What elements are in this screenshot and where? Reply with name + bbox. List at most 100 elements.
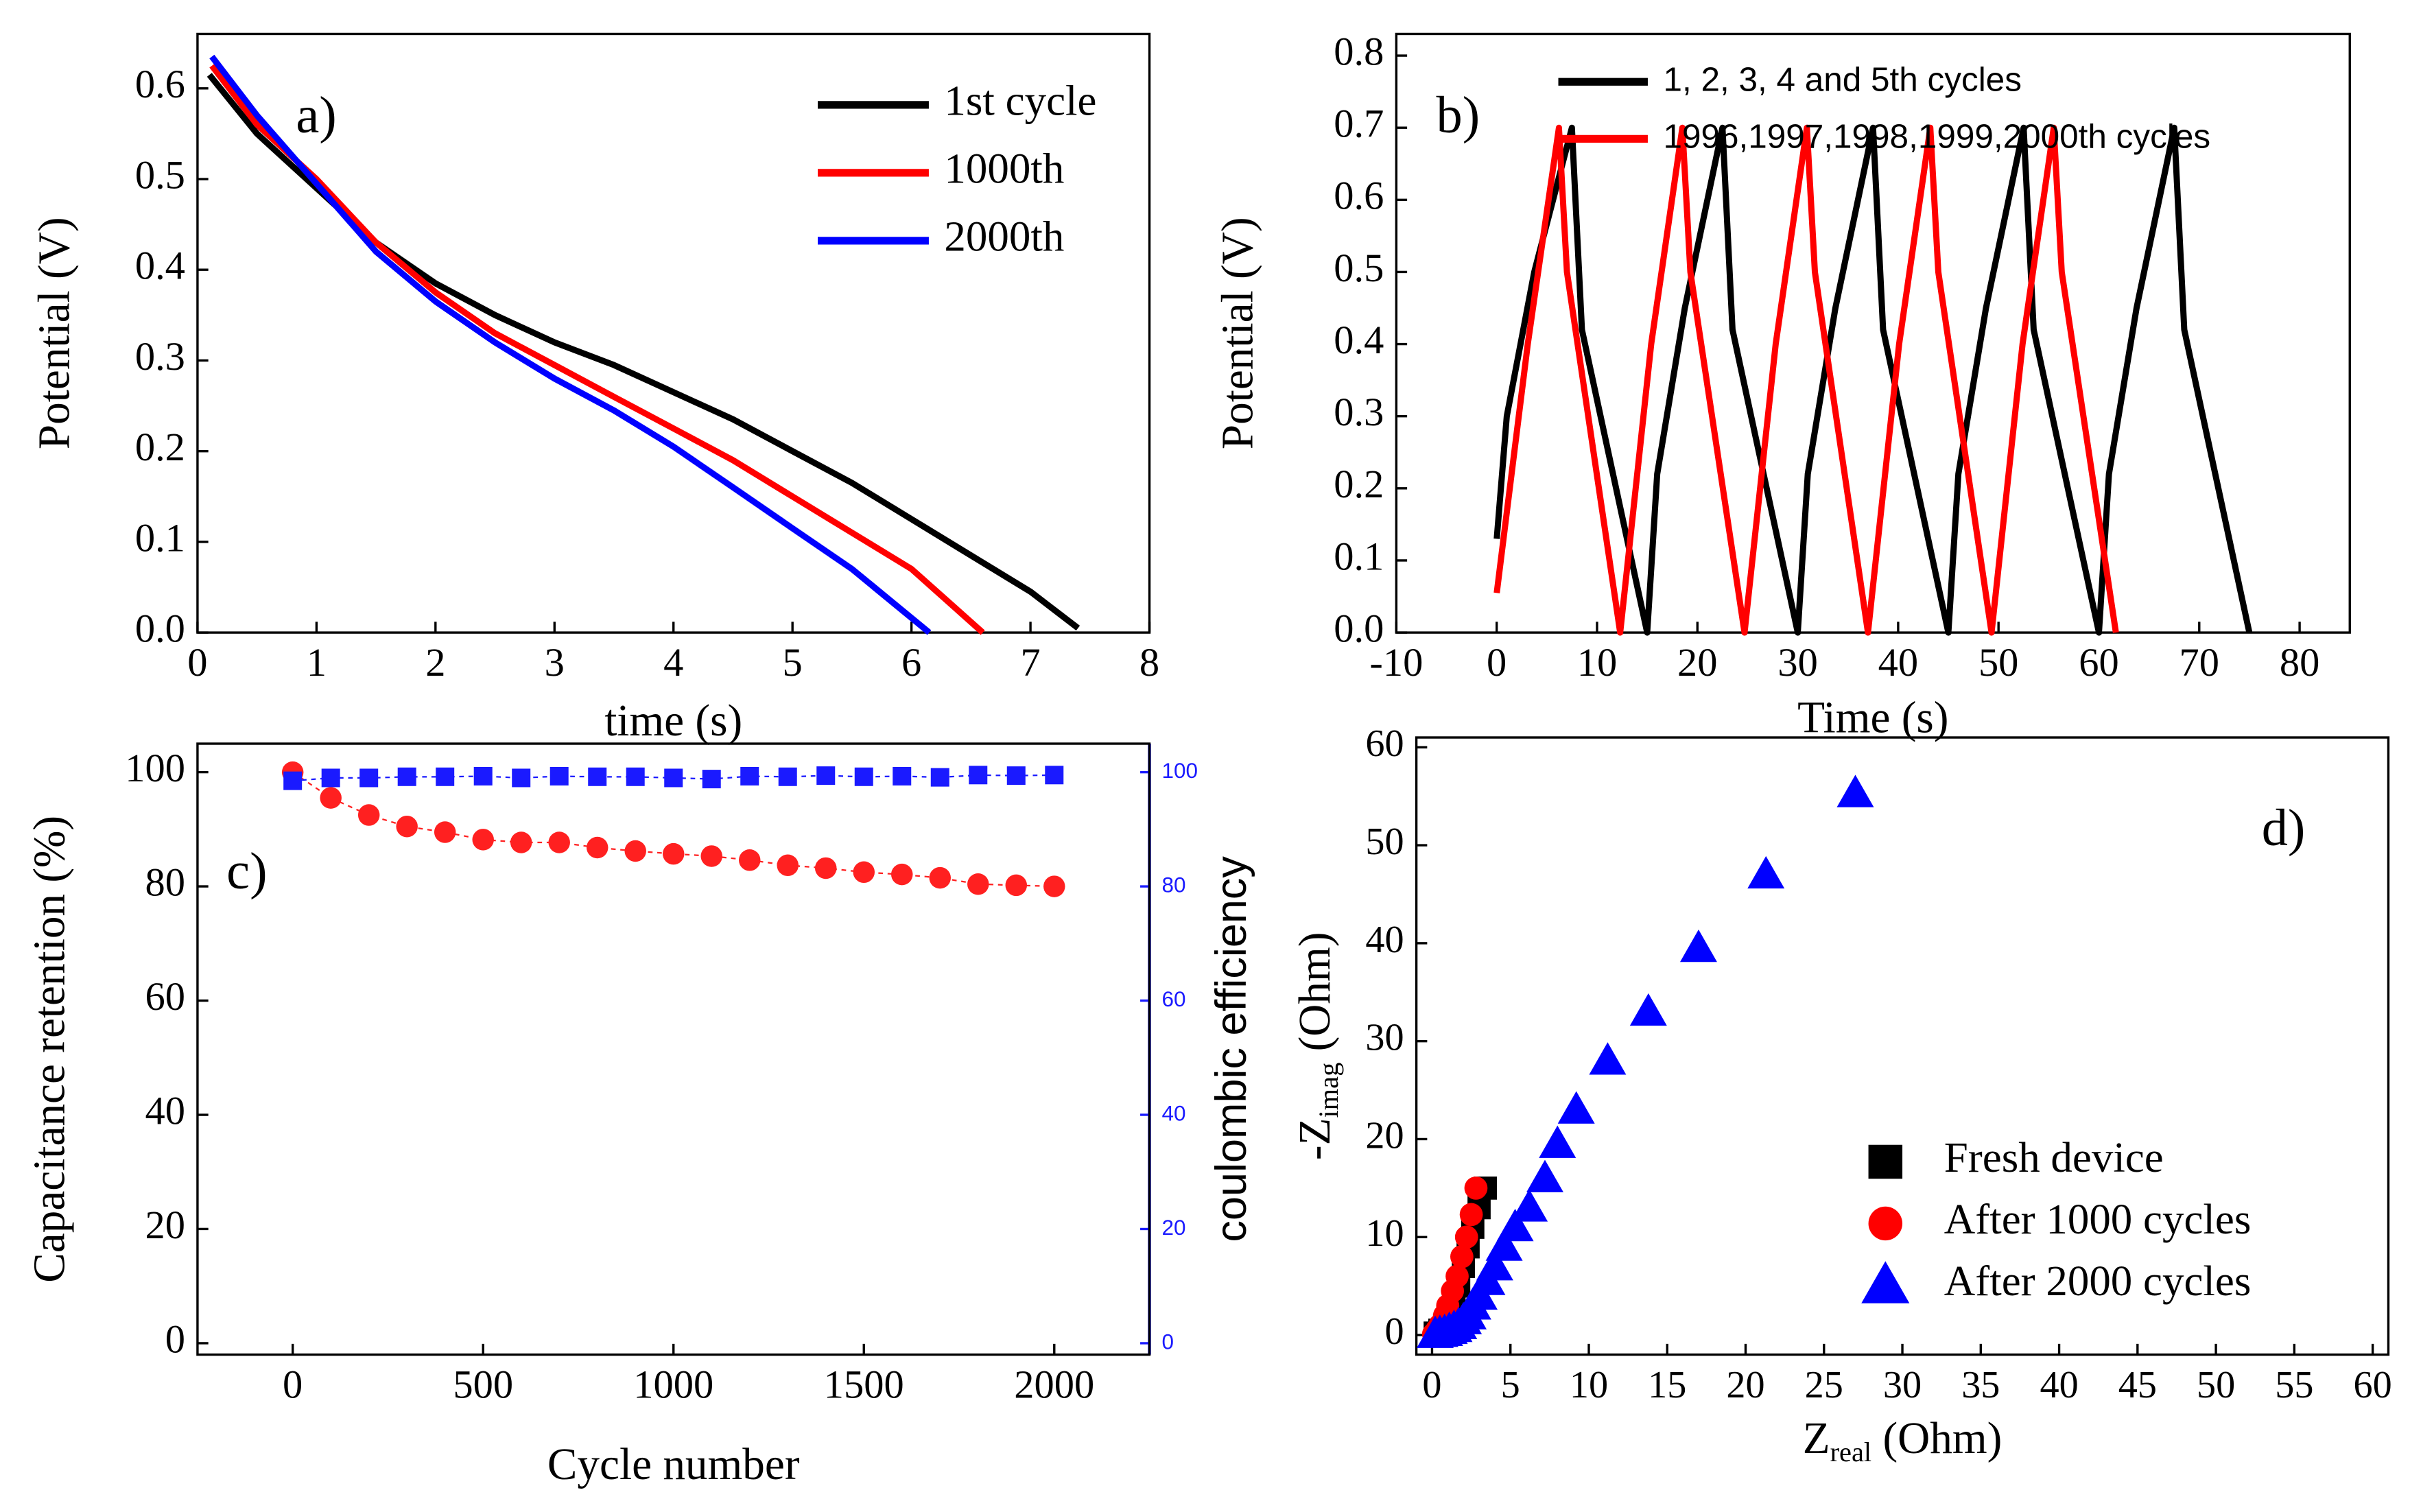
y-tick-label: 0.1 bbox=[1334, 534, 1384, 578]
panel-annotation: d) bbox=[2262, 799, 2306, 857]
marker bbox=[321, 768, 340, 788]
legend-label: 1996,1997,1998,1999,2000th cycles bbox=[1663, 117, 2210, 155]
x-tick-label: 500 bbox=[453, 1362, 513, 1407]
x-tick-label: 50 bbox=[2197, 1364, 2235, 1406]
marker bbox=[396, 815, 418, 838]
marker bbox=[1836, 775, 1874, 807]
legend-label: After 1000 cycles bbox=[1944, 1195, 2252, 1243]
x-tick-label: 1000 bbox=[633, 1362, 713, 1407]
marker bbox=[967, 873, 989, 895]
x-tick-label: 5 bbox=[1501, 1364, 1520, 1406]
x-tick-label: 0 bbox=[187, 640, 207, 685]
y-tick-label: 60 bbox=[1365, 722, 1404, 765]
legend-label: After 2000 cycles bbox=[1944, 1257, 2252, 1305]
x-tick-label: 40 bbox=[2040, 1364, 2078, 1406]
x-tick-label: 3 bbox=[545, 640, 565, 685]
marker bbox=[777, 854, 799, 877]
y-tick-label: 0.6 bbox=[135, 62, 185, 106]
axis-label: Potential (V) bbox=[1213, 217, 1262, 449]
y2-tick-label: 0 bbox=[1162, 1330, 1174, 1354]
marker bbox=[357, 804, 380, 826]
marker bbox=[700, 845, 722, 867]
x-tick-label: 7 bbox=[1020, 640, 1040, 685]
y-tick-label: 0 bbox=[1385, 1310, 1404, 1353]
marker bbox=[1459, 1203, 1483, 1227]
marker bbox=[854, 767, 873, 786]
x-tick-label: 2 bbox=[425, 640, 445, 685]
axis-label: Capacitance retention (%) bbox=[25, 816, 75, 1283]
marker bbox=[436, 767, 455, 786]
legend-label: 1st cycle bbox=[944, 76, 1096, 124]
plot-frame bbox=[196, 32, 1151, 634]
line bbox=[1493, 124, 2253, 636]
x-tick-label: 60 bbox=[2079, 640, 2118, 685]
panel-annotation: a) bbox=[296, 86, 336, 144]
marker bbox=[740, 766, 759, 785]
legend-label: 1, 2, 3, 4 and 5th cycles bbox=[1663, 60, 2021, 98]
y-tick-label: 40 bbox=[145, 1088, 185, 1133]
label-sub: real bbox=[1830, 1437, 1872, 1467]
x-tick-label: -10 bbox=[1369, 640, 1423, 685]
marker bbox=[702, 770, 721, 789]
marker bbox=[512, 768, 531, 788]
x-tick-label: 55 bbox=[2275, 1364, 2313, 1406]
marker bbox=[1005, 874, 1028, 897]
axis-label: Cycle number bbox=[547, 1440, 800, 1489]
x-tick-label: 45 bbox=[2118, 1364, 2157, 1406]
marker bbox=[662, 842, 685, 865]
y2-tick-label: 100 bbox=[1162, 759, 1198, 783]
marker bbox=[738, 849, 761, 871]
y-tick-label: 30 bbox=[1365, 1017, 1404, 1059]
y-tick-label: 0.6 bbox=[1334, 174, 1384, 218]
axis-label: coulombic efficiency bbox=[1207, 856, 1255, 1242]
y2-tick-label: 40 bbox=[1162, 1101, 1186, 1125]
marker bbox=[1679, 930, 1717, 962]
panel-annotation: b) bbox=[1436, 86, 1480, 144]
y-tick-label: 0.0 bbox=[1334, 606, 1384, 651]
y-tick-label: 0.4 bbox=[135, 244, 185, 288]
marker bbox=[1476, 1248, 1513, 1281]
label-rest: (Ohm) bbox=[1290, 932, 1340, 1063]
marker bbox=[816, 766, 836, 785]
line bbox=[1493, 124, 2119, 636]
y-tick-label: 0.4 bbox=[1334, 318, 1384, 362]
marker bbox=[969, 766, 988, 785]
marker bbox=[1045, 766, 1064, 785]
marker bbox=[930, 768, 949, 787]
x-tick-label: 10 bbox=[1570, 1364, 1608, 1406]
marker bbox=[472, 829, 494, 851]
marker bbox=[1557, 1091, 1595, 1124]
axis-label: Potential (V) bbox=[29, 217, 79, 449]
marker bbox=[1485, 1228, 1523, 1261]
marker bbox=[510, 831, 532, 853]
x-tick-label: 0 bbox=[1422, 1364, 1441, 1406]
y-tick-label: 40 bbox=[1365, 919, 1404, 961]
marker bbox=[1496, 1208, 1534, 1242]
y2-tick-label: 20 bbox=[1162, 1216, 1186, 1240]
x-tick-label: 1500 bbox=[824, 1362, 904, 1407]
panel-annotation: c) bbox=[226, 842, 267, 900]
x-tick-label: 2000 bbox=[1014, 1362, 1094, 1407]
legend-marker bbox=[1868, 1206, 1903, 1241]
marker bbox=[1450, 1244, 1474, 1268]
x-tick-label: 15 bbox=[1648, 1364, 1686, 1406]
y-tick-label: 0.2 bbox=[135, 425, 185, 469]
marker bbox=[586, 836, 609, 859]
marker bbox=[1464, 1176, 1488, 1200]
x-tick-label: 50 bbox=[1978, 640, 2018, 685]
marker bbox=[624, 840, 646, 862]
x-tick-label: 60 bbox=[2354, 1364, 2392, 1406]
y-tick-label: 0.2 bbox=[1334, 462, 1384, 506]
x-tick-label: 5 bbox=[783, 640, 803, 685]
plot-frame bbox=[1415, 736, 2390, 1356]
line bbox=[209, 54, 932, 635]
axis-label: time (s) bbox=[604, 696, 742, 746]
marker bbox=[664, 768, 683, 788]
x-tick-label: 8 bbox=[1139, 640, 1159, 685]
x-tick-label: 25 bbox=[1805, 1364, 1843, 1406]
y2-tick-label: 60 bbox=[1162, 987, 1186, 1011]
marker bbox=[1589, 1042, 1627, 1075]
y-tick-label: 0.7 bbox=[1334, 102, 1384, 146]
connector-line bbox=[292, 771, 1054, 888]
